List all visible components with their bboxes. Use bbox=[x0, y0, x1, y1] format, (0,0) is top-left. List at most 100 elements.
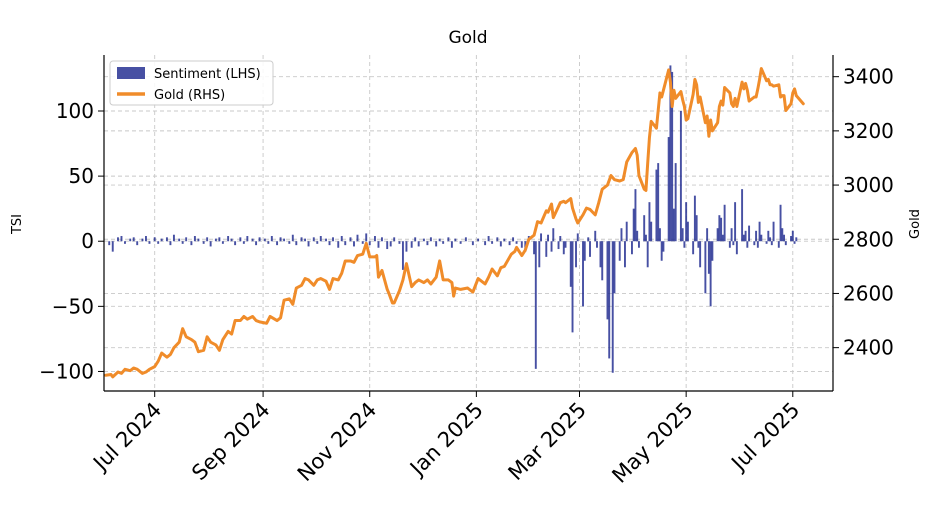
sentiment-bar bbox=[332, 237, 334, 242]
sentiment-bar bbox=[671, 71, 674, 242]
sentiment-bar bbox=[545, 241, 548, 257]
sentiment-bar bbox=[279, 237, 282, 242]
sentiment-bar bbox=[758, 221, 761, 242]
sentiment-bar bbox=[791, 230, 794, 242]
sentiment-bar bbox=[624, 241, 626, 268]
y-tick-label-right: 3200 bbox=[843, 119, 894, 143]
sentiment-bar bbox=[197, 238, 200, 242]
y-tick-label-right: 2600 bbox=[843, 281, 894, 305]
sentiment-bar bbox=[160, 238, 163, 242]
sentiment-bar bbox=[697, 241, 700, 248]
sentiment-bar bbox=[777, 241, 780, 248]
sentiment-bar bbox=[611, 241, 614, 373]
sentiment-bar bbox=[728, 241, 731, 248]
sentiment-bar bbox=[300, 237, 303, 242]
x-tick-label: Jul 2024 bbox=[87, 398, 166, 477]
sentiment-bar bbox=[631, 241, 633, 255]
sentiment-bar bbox=[515, 241, 518, 244]
sentiment-bar bbox=[325, 238, 327, 242]
sentiment-bar bbox=[709, 241, 712, 307]
x-tick-label: Sep 2024 bbox=[187, 398, 274, 485]
sentiment-bar bbox=[185, 237, 188, 242]
sentiment-bar bbox=[214, 238, 217, 242]
x-tick-label: Mar 2025 bbox=[504, 398, 592, 486]
sentiment-bar bbox=[711, 241, 714, 261]
sentiment-bar bbox=[172, 234, 175, 242]
sentiment-bar bbox=[393, 237, 396, 242]
sentiment-bar bbox=[353, 241, 355, 247]
sentiment-bar bbox=[450, 241, 453, 248]
sentiment-bar bbox=[658, 228, 661, 242]
sentiment-bar bbox=[417, 241, 420, 247]
sentiment-bar bbox=[234, 241, 237, 246]
sentiment-bar bbox=[770, 241, 773, 246]
sentiment-bar bbox=[377, 241, 380, 248]
sentiment-bar bbox=[477, 238, 480, 242]
sentiment-bar bbox=[148, 241, 151, 244]
sentiment-bar bbox=[221, 241, 224, 244]
sentiment-bar bbox=[471, 241, 474, 246]
sentiment-bar bbox=[620, 228, 623, 242]
sentiment-bar bbox=[459, 241, 462, 244]
sentiment-bar bbox=[571, 241, 574, 333]
sentiment-bar bbox=[767, 230, 770, 242]
sentiment-bar bbox=[718, 215, 721, 242]
sentiment-bar bbox=[625, 221, 628, 242]
sentiment-bar bbox=[389, 241, 392, 247]
sentiment-bar bbox=[218, 237, 221, 242]
sentiment-bar bbox=[496, 237, 499, 242]
sentiment-bar bbox=[319, 236, 322, 242]
sentiment-bar bbox=[246, 236, 249, 242]
sentiment-bar bbox=[255, 241, 258, 246]
sentiment-bar bbox=[242, 241, 245, 244]
sentiment-bar bbox=[681, 228, 684, 242]
sentiment-bar bbox=[784, 241, 787, 246]
sentiment-bar bbox=[361, 241, 364, 244]
sentiment-bar bbox=[552, 228, 555, 242]
sentiment-bar bbox=[533, 241, 536, 255]
sentiment-bar bbox=[576, 233, 579, 242]
sentiment-bar bbox=[601, 241, 604, 281]
sentiment-bar bbox=[165, 237, 168, 242]
sentiment-bar bbox=[662, 241, 665, 252]
x-tick-label: Jan 2025 bbox=[404, 398, 488, 482]
sentiment-bar bbox=[190, 241, 193, 246]
legend-swatch-sentiment bbox=[117, 67, 145, 79]
sentiment-bar bbox=[655, 169, 658, 242]
sentiment-bar bbox=[499, 241, 502, 247]
sentiment-bar bbox=[422, 238, 425, 242]
sentiment-bar bbox=[582, 241, 584, 307]
sentiment-bar bbox=[644, 234, 647, 242]
sentiment-bar bbox=[562, 241, 565, 255]
sentiment-bar bbox=[340, 236, 343, 242]
sentiment-bar bbox=[429, 237, 432, 242]
sentiment-bar bbox=[606, 241, 609, 320]
sentiment-bar bbox=[169, 241, 172, 246]
sentiment-bar bbox=[141, 238, 144, 242]
sentiment-bar bbox=[508, 241, 511, 246]
legend-label-gold: Gold (RHS) bbox=[154, 88, 225, 103]
sentiment-bar bbox=[564, 241, 567, 248]
y-tick-label-left: 0 bbox=[81, 229, 94, 253]
y-axis-label-right: Gold bbox=[908, 209, 923, 239]
sentiment-bar bbox=[484, 241, 487, 246]
sentiment-bar bbox=[304, 238, 306, 242]
sentiment-bar bbox=[795, 237, 798, 242]
sentiment-bar bbox=[202, 241, 205, 244]
sentiment-bar bbox=[721, 234, 724, 242]
sentiment-bar bbox=[344, 241, 347, 246]
sentiment-bar bbox=[650, 221, 653, 242]
sentiment-bar bbox=[491, 241, 494, 244]
sentiment-bar bbox=[781, 228, 784, 242]
sentiment-bar bbox=[193, 236, 196, 242]
sentiment-bar bbox=[557, 241, 560, 250]
y-tick-label-right: 3400 bbox=[843, 65, 894, 89]
sentiment-bar bbox=[447, 237, 450, 242]
sentiment-bar bbox=[129, 238, 132, 242]
sentiment-bar bbox=[613, 241, 616, 294]
sentiment-bar bbox=[454, 238, 457, 242]
sentiment-bar bbox=[270, 236, 273, 242]
sentiment-bar bbox=[550, 241, 553, 252]
